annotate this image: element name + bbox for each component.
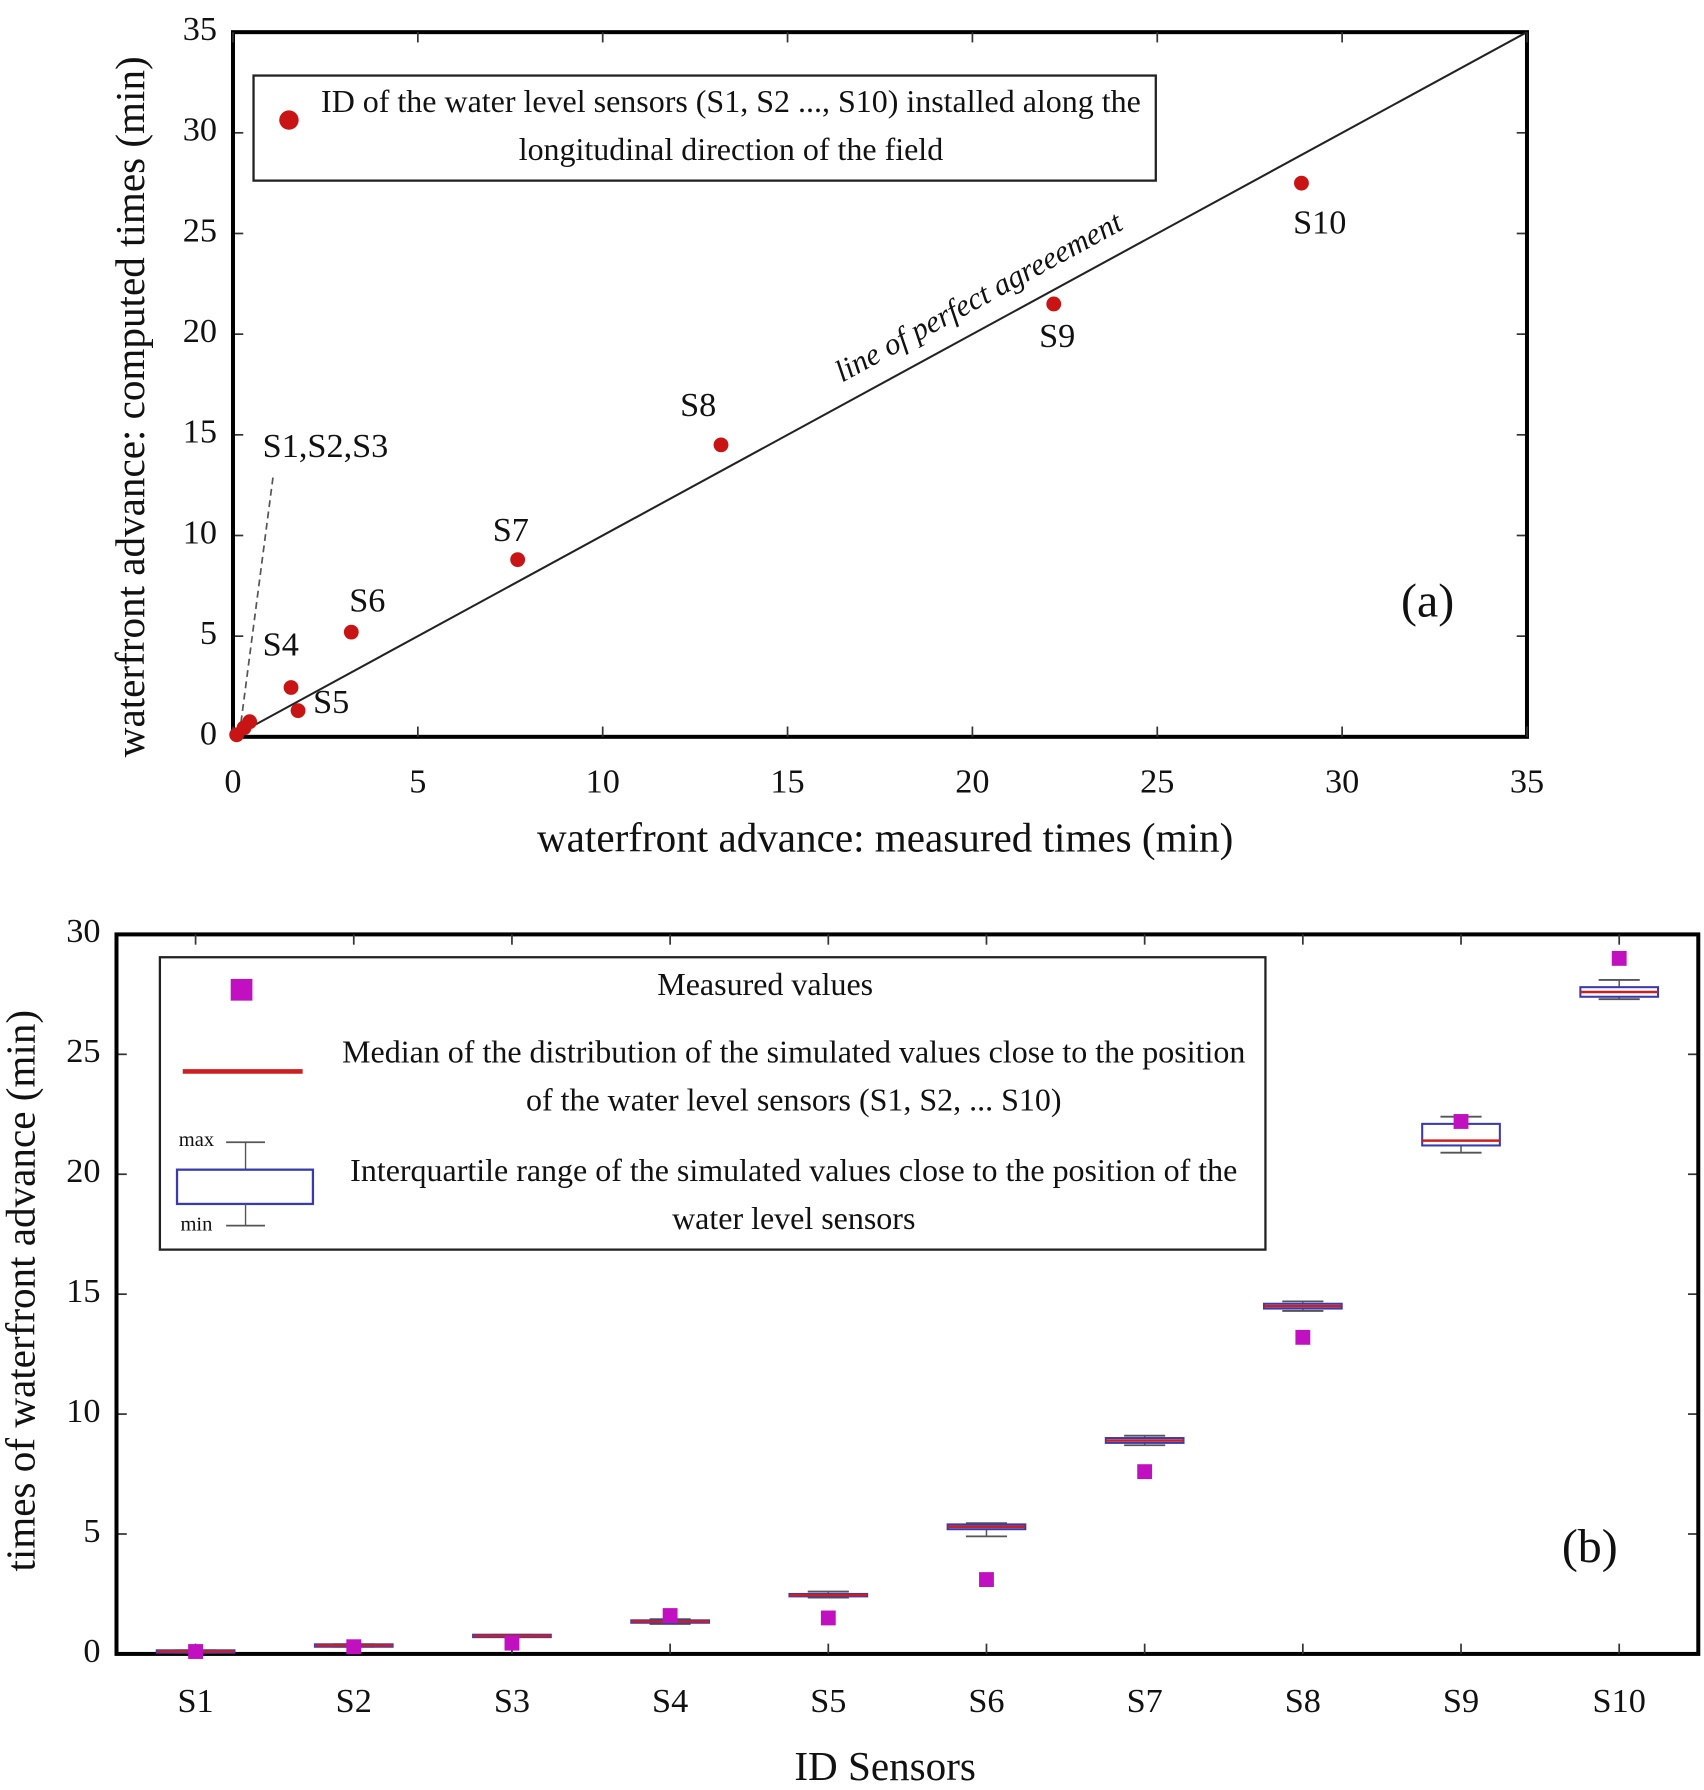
legend-label: Median of the distribution of the simula…: [342, 1034, 1246, 1119]
y-tick-label: 35: [183, 10, 217, 48]
legend-frame: [252, 74, 1157, 182]
data-point: [343, 624, 359, 640]
point-label: S8: [680, 386, 716, 424]
x-tick-label: 10: [586, 763, 620, 801]
data-point: [242, 714, 258, 730]
measured-point: [504, 1635, 520, 1651]
measured-point: [188, 1644, 204, 1659]
s1-s3-label: S1,S2,S3: [263, 427, 389, 465]
measured-point: [1137, 1464, 1153, 1480]
data-point: [283, 680, 299, 695]
y-tick-label: 0: [83, 1632, 100, 1670]
x-tick-label: S1: [177, 1682, 213, 1720]
y-axis-label: waterfront advance: computed times (min): [107, 56, 154, 757]
legend-label: Interquartile range of the simulated val…: [350, 1153, 1238, 1238]
y-tick-label: 5: [200, 614, 217, 652]
perfect-agreement-label: line of perfect agreeement: [829, 204, 1129, 388]
x-tick-label: S6: [968, 1682, 1004, 1720]
measured-point: [820, 1610, 836, 1626]
legend-max-label: max: [179, 1129, 215, 1151]
legend-marker: [279, 110, 299, 130]
y-tick-label: 20: [66, 1152, 100, 1190]
data-point: [290, 703, 306, 719]
perfect-agreement-line: [232, 31, 1528, 738]
legend-min-label: min: [180, 1213, 212, 1235]
point-label: S10: [1293, 203, 1346, 241]
measured-point: [346, 1639, 362, 1655]
y-tick-label: 30: [66, 912, 100, 950]
measured-point: [979, 1572, 994, 1587]
measured-point: [662, 1608, 678, 1623]
y-tick-label: 0: [200, 715, 217, 753]
legend-label-box: ID of the water level sensors (S1, S2 ..…: [321, 84, 1141, 169]
plot-frame: [230, 30, 1529, 739]
x-tick-label: S5: [810, 1682, 846, 1720]
x-tick-label: S2: [336, 1682, 372, 1720]
x-tick-label: 30: [1325, 763, 1359, 801]
x-tick-label: S8: [1285, 1682, 1321, 1720]
legend-label: Measured values: [657, 967, 874, 1003]
data-point: [1046, 296, 1062, 312]
legend-label-box: Interquartile range of the simulated val…: [350, 1153, 1238, 1238]
x-axis-label: ID Sensors: [794, 1743, 976, 1789]
x-tick-label: S9: [1443, 1682, 1479, 1720]
x-axis-label: waterfront advance: measured times (min): [537, 814, 1233, 861]
point-label: S9: [1039, 317, 1075, 355]
y-tick-label: 10: [66, 1392, 100, 1430]
y-tick-label: 25: [66, 1032, 100, 1070]
data-point: [713, 437, 729, 453]
point-label: S5: [313, 683, 349, 721]
x-tick-label: S7: [1127, 1682, 1163, 1720]
legend-frame: [158, 956, 1267, 1251]
panel-label: (b): [1562, 1520, 1618, 1573]
x-tick-label: 5: [409, 763, 426, 801]
data-point: [510, 552, 526, 568]
x-tick-label: 25: [1140, 763, 1174, 801]
y-tick-label: 20: [183, 312, 217, 350]
x-tick-label: 15: [770, 763, 804, 801]
s1-s3-leader: [238, 477, 274, 732]
x-tick-label: S10: [1593, 1682, 1646, 1720]
point-label: S7: [493, 511, 529, 549]
data-point: [1294, 175, 1309, 191]
x-tick-label: 20: [955, 763, 989, 801]
point-label: S6: [349, 581, 385, 619]
legend-label: ID of the water level sensors (S1, S2 ..…: [321, 84, 1141, 169]
y-axis-label: times of waterfront advance (min): [0, 1010, 45, 1572]
y-tick-label: 15: [66, 1272, 100, 1310]
measured-point: [1453, 1114, 1469, 1129]
y-tick-label: 25: [183, 211, 217, 249]
x-tick-label: S3: [494, 1682, 530, 1720]
legend-marker: [230, 978, 253, 1001]
y-tick-label: 15: [183, 413, 217, 451]
point-label: S4: [263, 625, 299, 663]
y-tick-label: 10: [183, 513, 217, 551]
y-tick-label: 5: [83, 1512, 100, 1550]
x-tick-label: S4: [652, 1682, 688, 1720]
x-tick-label: 0: [224, 763, 241, 801]
legend-label-box: Measured values: [657, 967, 874, 1003]
x-tick-label: 35: [1510, 763, 1544, 801]
panel-label: (a): [1401, 574, 1454, 627]
legend-label-box: Median of the distribution of the simula…: [342, 1034, 1246, 1119]
plot-frame: [114, 932, 1701, 1656]
y-tick-label: 30: [183, 111, 217, 149]
measured-point: [1611, 950, 1627, 966]
measured-point: [1295, 1329, 1311, 1345]
